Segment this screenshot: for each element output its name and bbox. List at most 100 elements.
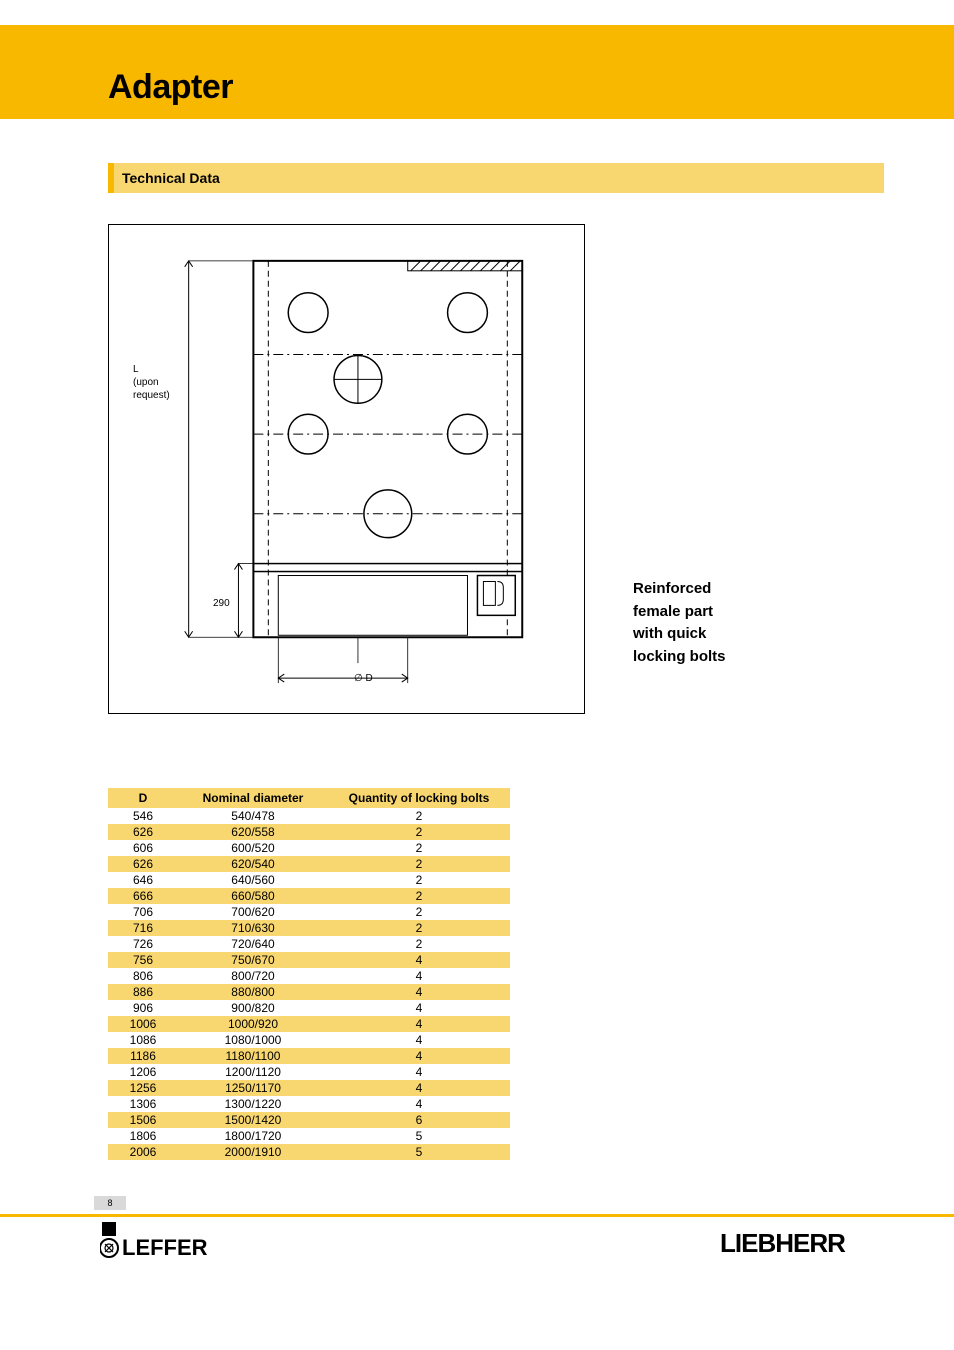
caption-l3: with quick: [633, 625, 706, 642]
table-row: 18061800/17205: [108, 1128, 510, 1144]
table-cell: 4: [328, 968, 510, 984]
table-cell: 626: [108, 824, 178, 840]
diagram-l-sub1: (upon: [133, 377, 159, 388]
table-cell: 2006: [108, 1144, 178, 1160]
diagram-svg: [109, 225, 584, 713]
table-cell: 2: [328, 936, 510, 952]
table-row: 756750/6704: [108, 952, 510, 968]
page-title: Adapter: [108, 68, 233, 107]
table-cell: 886: [108, 984, 178, 1000]
table-cell: 606: [108, 840, 178, 856]
table-cell: 666: [108, 888, 178, 904]
table-cell: 716: [108, 920, 178, 936]
diagram-l-label: L: [133, 364, 139, 375]
caption-l1: Reinforced: [633, 580, 711, 597]
table-cell: 700/620: [178, 904, 328, 920]
table-cell: 1086: [108, 1032, 178, 1048]
table-cell: 800/720: [178, 968, 328, 984]
liebherr-logo: LIEBHERR: [720, 1228, 845, 1259]
table-row: 806800/7204: [108, 968, 510, 984]
table-row: 12561250/11704: [108, 1080, 510, 1096]
table-row: 606600/5202: [108, 840, 510, 856]
table-cell: 4: [328, 1080, 510, 1096]
table-cell: 4: [328, 952, 510, 968]
caption-l4: locking bolts: [633, 648, 726, 665]
table-cell: 2: [328, 872, 510, 888]
caption-l2: female part: [633, 603, 713, 620]
table-row: 706700/6202: [108, 904, 510, 920]
table-cell: 1250/1170: [178, 1080, 328, 1096]
table-cell: 540/478: [178, 808, 328, 824]
table-cell: 4: [328, 1064, 510, 1080]
table-cell: 1206: [108, 1064, 178, 1080]
table-cell: 4: [328, 1000, 510, 1016]
table-cell: 2: [328, 808, 510, 824]
table-cell: 1256: [108, 1080, 178, 1096]
table-cell: 546: [108, 808, 178, 824]
table-row: 546540/4782: [108, 808, 510, 824]
svg-text:LEFFER: LEFFER: [122, 1235, 208, 1260]
table-cell: 1186: [108, 1048, 178, 1064]
table-cell: 640/560: [178, 872, 328, 888]
table-cell: 1506: [108, 1112, 178, 1128]
table-row: 626620/5582: [108, 824, 510, 840]
table-row: 646640/5602: [108, 872, 510, 888]
col-header-bolts: Quantity of locking bolts: [328, 788, 510, 808]
col-header-nominal: Nominal diameter: [178, 788, 328, 808]
table-cell: 1806: [108, 1128, 178, 1144]
table-cell: 5: [328, 1128, 510, 1144]
table-row: 886880/8004: [108, 984, 510, 1000]
table-cell: 900/820: [178, 1000, 328, 1016]
table-cell: 1306: [108, 1096, 178, 1112]
section-bar-accent: [108, 163, 114, 193]
side-caption: Reinforced female part with quick lockin…: [633, 578, 763, 668]
table-cell: 2000/1910: [178, 1144, 328, 1160]
table-cell: 1200/1120: [178, 1064, 328, 1080]
table-cell: 660/580: [178, 888, 328, 904]
section-title: Technical Data: [122, 170, 220, 186]
diagram-left-label: L (upon request): [133, 363, 170, 402]
section-bar: Technical Data: [108, 163, 884, 193]
table-cell: 620/558: [178, 824, 328, 840]
table-cell: 2: [328, 824, 510, 840]
table-cell: 5: [328, 1144, 510, 1160]
table-cell: 626: [108, 856, 178, 872]
table-cell: 600/520: [178, 840, 328, 856]
rule-bottom: [0, 1214, 954, 1217]
table-cell: 880/800: [178, 984, 328, 1000]
table-cell: 6: [328, 1112, 510, 1128]
table-cell: 706: [108, 904, 178, 920]
technical-data-table: D Nominal diameter Quantity of locking b…: [108, 788, 510, 1160]
table-cell: 2: [328, 904, 510, 920]
rule-top: [0, 115, 954, 119]
leffer-logo: LEFFER: [100, 1222, 240, 1262]
table-row: 716710/6302: [108, 920, 510, 936]
table-row: 11861180/11004: [108, 1048, 510, 1064]
table-row: 13061300/12204: [108, 1096, 510, 1112]
table-header-row: D Nominal diameter Quantity of locking b…: [108, 788, 510, 808]
table-row: 906900/8204: [108, 1000, 510, 1016]
table-row: 726720/6402: [108, 936, 510, 952]
table-row: 10861080/10004: [108, 1032, 510, 1048]
table-cell: 2: [328, 840, 510, 856]
table-cell: 710/630: [178, 920, 328, 936]
table-cell: 720/640: [178, 936, 328, 952]
diagram-l-sub2: request): [133, 390, 170, 401]
table-cell: 2: [328, 920, 510, 936]
table-cell: 750/670: [178, 952, 328, 968]
table-cell: 726: [108, 936, 178, 952]
table-cell: 806: [108, 968, 178, 984]
table-cell: 1080/1000: [178, 1032, 328, 1048]
diagram-dim-290: 290: [213, 598, 230, 609]
table-row: 12061200/11204: [108, 1064, 510, 1080]
table-cell: 646: [108, 872, 178, 888]
col-header-d: D: [108, 788, 178, 808]
table-cell: 906: [108, 1000, 178, 1016]
table-cell: 2: [328, 888, 510, 904]
table-cell: 620/540: [178, 856, 328, 872]
technical-diagram: L (upon request) 290 ∅ D: [108, 224, 585, 714]
table-cell: 756: [108, 952, 178, 968]
table-cell: 4: [328, 984, 510, 1000]
table-cell: 4: [328, 1096, 510, 1112]
table-row: 626620/5402: [108, 856, 510, 872]
